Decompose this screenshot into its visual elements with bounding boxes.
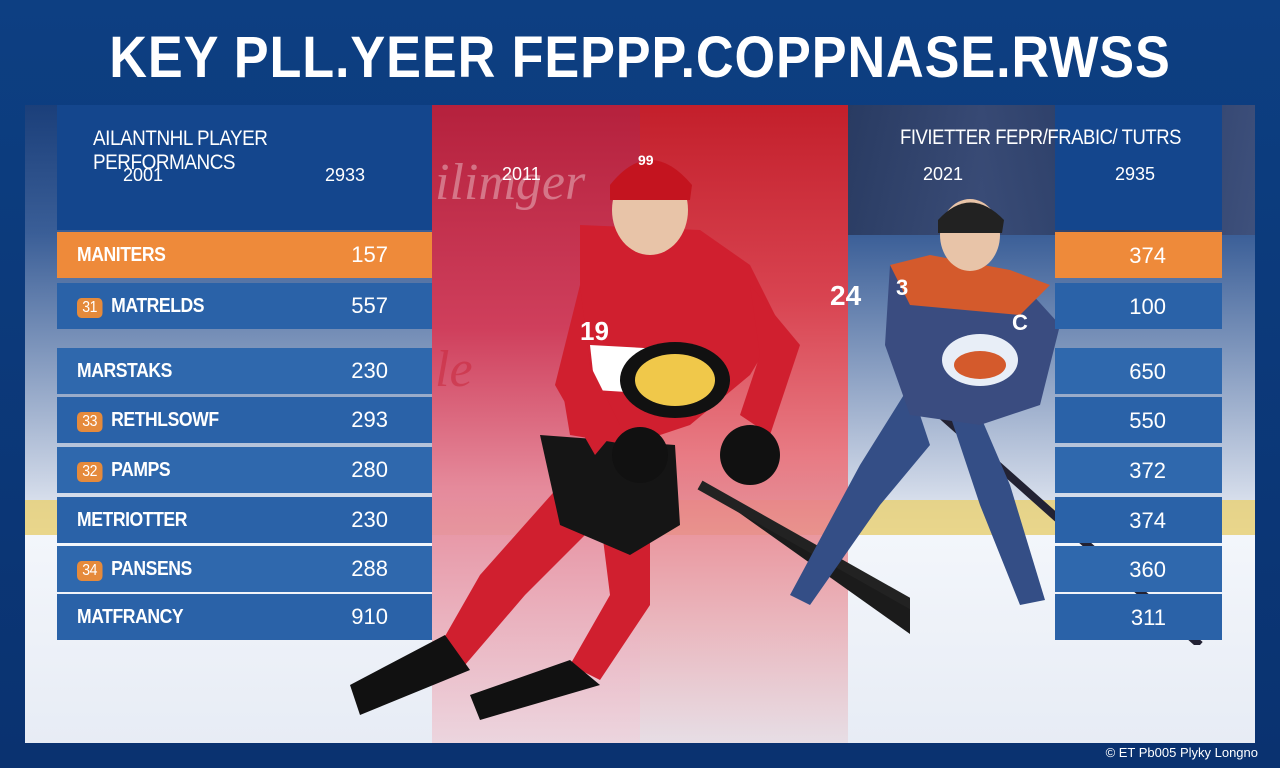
right-table-header [1055,105,1222,230]
stat-value: 100 [1129,294,1166,319]
table-row: 32 PAMPS 280 [57,447,432,493]
player-name: PANSENS [111,557,192,580]
middle-year: 2011 [502,164,541,184]
right-sleeve-number: 3 [896,275,908,300]
stat-value: 550 [1129,408,1166,433]
stat-value: 650 [1129,359,1166,384]
table-row: MATFRANCY 910 [57,594,432,640]
table-row: 550 [1055,397,1222,443]
ghost-watermark-text-2: le [435,341,473,398]
captain-letter: C [1012,310,1028,335]
rank-badge: 33 [77,411,103,432]
table-row: 100 [1055,283,1222,329]
helmet-number: 99 [638,152,654,168]
left-year-start: 2001 [123,165,164,185]
player-name: MANITERS [77,243,166,266]
stat-value: 360 [1129,557,1166,582]
main-player-illustration: 99 19 24 [350,152,910,720]
table-row: 372 [1055,447,1222,493]
table-row: 33 RETHLSOWF 293 [57,397,432,443]
shoulder-number: 24 [830,280,862,311]
table-row: 311 [1055,594,1222,640]
right-year-start: 2021 [923,164,964,184]
table-row: MARSTAKS 230 [57,348,432,394]
stat-value: 372 [1129,458,1166,483]
left-table-header: AILANTNHL PLAYER PERFORMANCS 2001 2933 [57,105,432,230]
rank-badge: 34 [77,560,103,581]
player-value: 280 [351,457,388,482]
table-row: MANITERS 157 [57,232,432,278]
player-value: 288 [351,556,388,581]
stat-value: 311 [1130,605,1166,630]
stat-value: 374 [1129,508,1166,533]
right-table-title: FIVIETTER FEPR/FRABIC/ TUTRS [900,126,1181,149]
player-value: 230 [351,507,388,532]
left-year-end: 2933 [325,165,366,185]
player-name: PAMPS [111,458,171,481]
sleeve-number: 19 [580,316,609,346]
table-row: 374 [1055,497,1222,543]
player-name: MATFRANCY [77,605,184,628]
stat-value: 374 [1129,243,1166,268]
player-name: MARSTAKS [77,359,172,382]
player-value: 157 [351,242,388,267]
table-row: 31 MATRELDS 557 [57,283,432,329]
player-value: 230 [351,358,388,383]
ghost-watermark-text: ilimger [435,154,586,211]
table-row: 374 [1055,232,1222,278]
right-year-end: 2935 [1115,164,1156,184]
table-row: 34 PANSENS 288 [57,546,432,592]
player-value: 293 [351,407,388,432]
player-value: 910 [351,604,388,629]
rank-badge: 31 [77,297,103,318]
player-name: METRIOTTER [77,508,187,531]
rank-badge: 32 [77,461,103,482]
table-row: 650 [1055,348,1222,394]
table-row: METRIOTTER 230 [57,497,432,543]
page-title: KEY PLL.YEER FEPPP.COPPNASE.RWSS [109,25,1171,90]
copyright-footer: © ET Pb005 Plyky Longno [1105,745,1258,760]
player-value: 557 [351,293,388,318]
player-name: MATRELDS [111,294,205,317]
player-name: RETHLSOWF [111,408,219,431]
table-row: 360 [1055,546,1222,592]
left-table-title: AILANTNHL PLAYER PERFORMANCS [93,127,268,174]
